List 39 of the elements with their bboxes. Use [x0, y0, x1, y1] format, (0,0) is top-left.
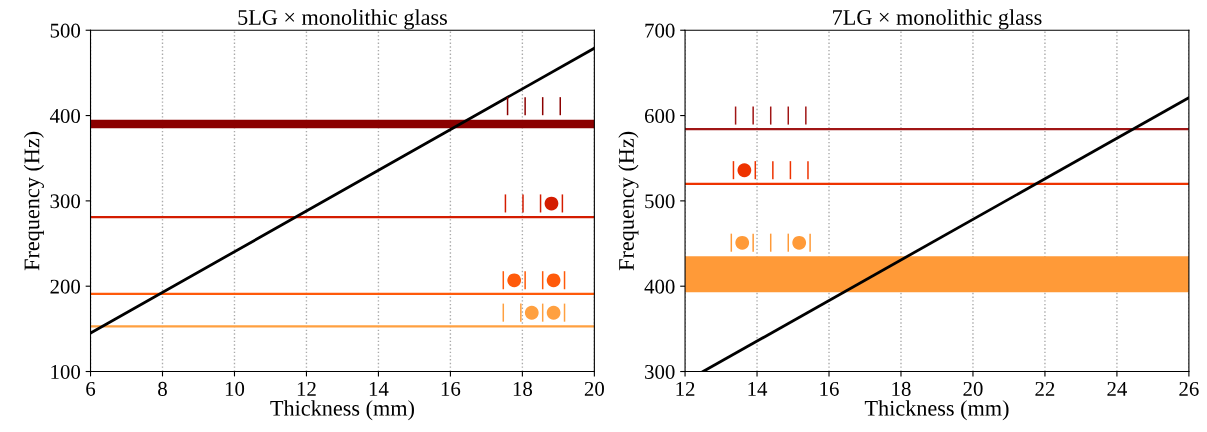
y-tick-label: 500 [645, 194, 675, 209]
y-tick-label: 400 [49, 108, 81, 123]
x-tick-label: 12 [297, 381, 316, 396]
x-tick-label: 8 [158, 381, 167, 396]
annotation: |●| |●| [502, 271, 566, 290]
x-axis-title: Thickness (mm) [270, 400, 414, 421]
y-tick-label: 100 [51, 364, 81, 379]
y-tick-label: 600 [644, 108, 675, 123]
x-tick-label: 14 [748, 381, 768, 396]
annotation: | |●|●| [502, 303, 566, 322]
y-tick-label: 500 [50, 23, 81, 38]
chart-title: 5LG × monolithic glass [238, 9, 447, 30]
annotation: |●| | |●| [730, 233, 811, 252]
annotation: | | | | | [734, 106, 807, 125]
x-tick-label: 16 [820, 381, 839, 396]
y-tick-label: 400 [644, 279, 675, 294]
x-tick-label: 20 [584, 381, 604, 396]
annotation: | | |●| [504, 194, 564, 213]
x-axis-title: Thickness (mm) [864, 400, 1009, 421]
x-tick-label: 22 [1035, 381, 1055, 396]
x-tick-label: 16 [441, 381, 461, 396]
x-tick-label: 24 [1107, 381, 1128, 396]
annotation: | | | | [506, 97, 561, 116]
x-tick-label: 26 [1179, 381, 1199, 396]
y-tick-label: 700 [645, 23, 675, 38]
y-axis-title: Frequency (Hz) [23, 131, 44, 271]
x-tick-label: 6 [86, 381, 96, 396]
x-tick-label: 12 [676, 381, 695, 396]
y-tick-label: 200 [50, 279, 81, 294]
x-tick-label: 10 [225, 381, 245, 396]
y-tick-label: 300 [50, 194, 81, 209]
annotation: |●| | | | [732, 161, 809, 180]
x-tick-label: 14 [369, 381, 389, 396]
x-tick-label: 20 [963, 381, 983, 396]
x-tick-label: 18 [513, 381, 533, 396]
y-tick-label: 300 [645, 364, 675, 379]
x-tick-label: 18 [892, 381, 911, 396]
y-axis-title: Frequency (Hz) [618, 131, 639, 271]
chart-title: 7LG × monolithic glass [833, 9, 1042, 30]
